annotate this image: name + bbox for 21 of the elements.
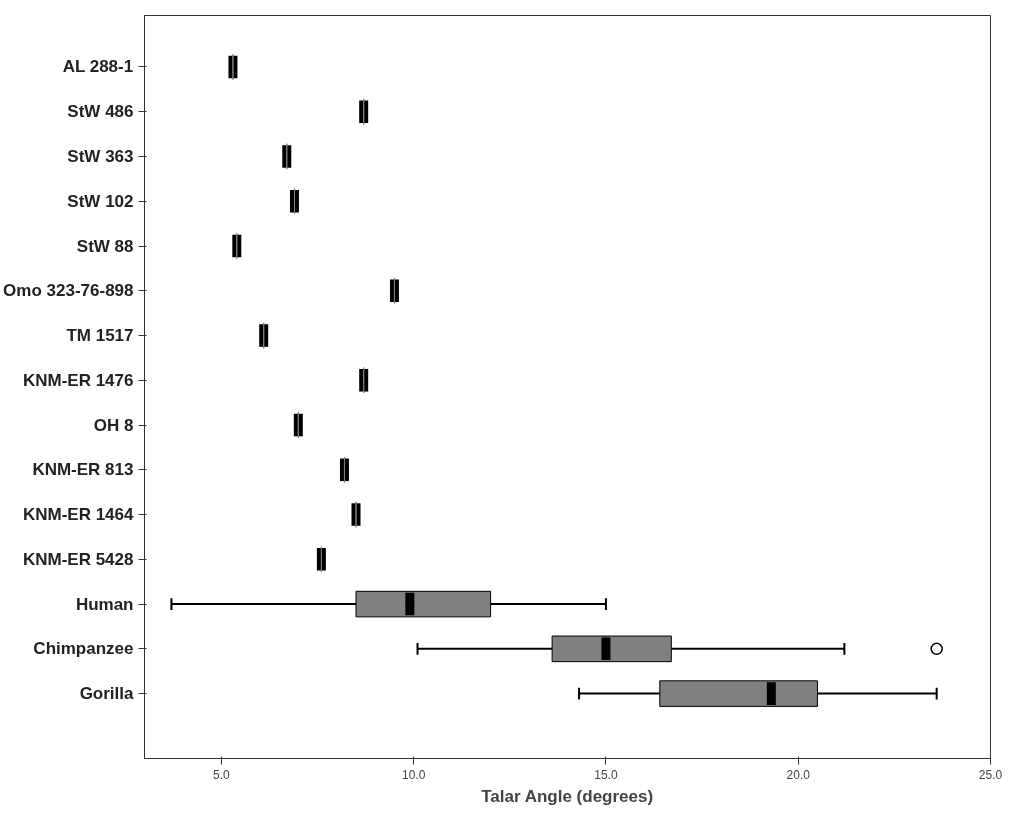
y-tick-label: Omo 323-76-898 (3, 281, 134, 301)
y-tick-label: KNM-ER 1464 (22, 505, 135, 525)
y-tick-label: Chimpanzee (33, 639, 134, 659)
y-tick-label: KNM-ER 813 (32, 460, 134, 480)
y-tick-label: KNM-ER 5428 (22, 549, 134, 569)
x-axis-title: Talar Angle (degrees) (481, 786, 654, 806)
x-tick-label: 20.0 (786, 767, 811, 782)
y-tick-label: TM 1517 (66, 326, 134, 346)
y-tick-label: OH 8 (93, 415, 134, 435)
y-tick-label: KNM-ER 1476 (22, 370, 134, 390)
x-tick-label: 5.0 (213, 767, 231, 782)
y-tick-label: AL 288-1 (62, 57, 134, 77)
y-tick-label: Gorilla (79, 684, 135, 704)
x-tick-label: 25.0 (978, 767, 1003, 782)
y-tick-label: StW 88 (76, 236, 134, 256)
x-tick-label: 10.0 (402, 767, 426, 782)
y-tick-label: Human (75, 594, 134, 614)
y-tick-label: StW 363 (67, 146, 134, 166)
y-tick-label: StW 102 (67, 191, 134, 211)
x-tick-label: 15.0 (594, 767, 618, 782)
y-tick-label: StW 486 (67, 102, 134, 122)
